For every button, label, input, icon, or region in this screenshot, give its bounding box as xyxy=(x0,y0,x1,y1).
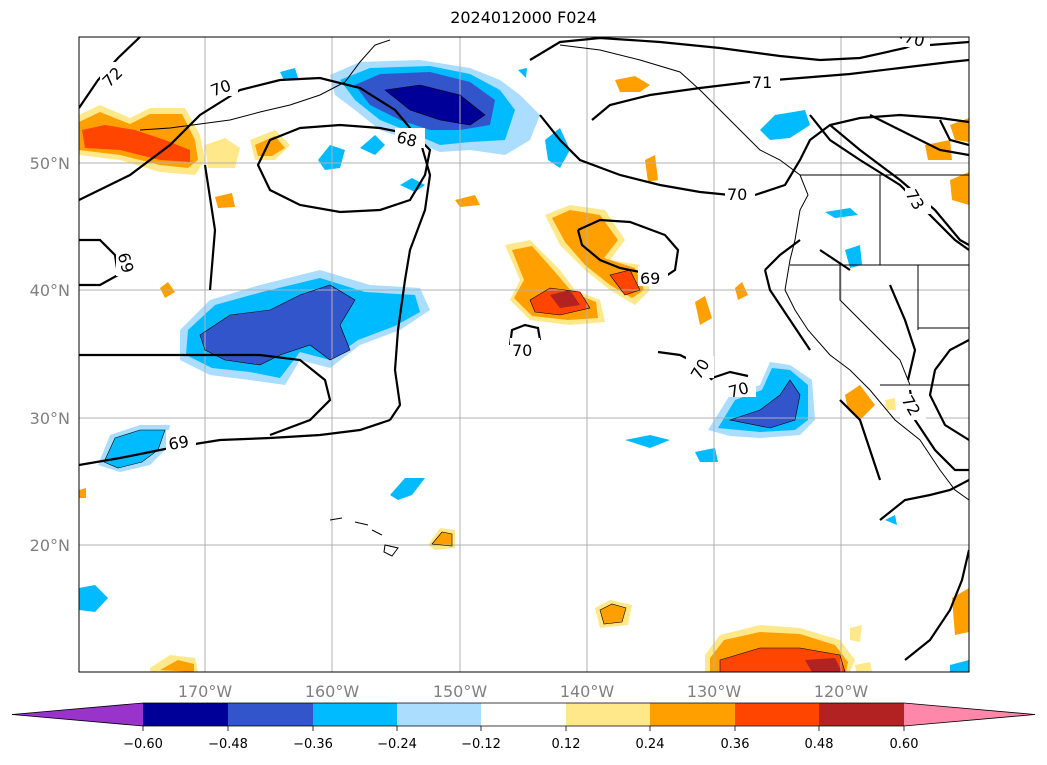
colorbar-tick: −0.36 xyxy=(293,737,333,752)
colorbar-tick: 0.12 xyxy=(552,737,581,752)
lon-label: 140°W xyxy=(560,682,615,701)
map-frame xyxy=(78,36,970,673)
colorbar-tick: 0.36 xyxy=(721,737,750,752)
colorbar-extend-high xyxy=(904,703,1035,726)
contour-label: 69 xyxy=(114,251,138,276)
colorbar-tick: −0.48 xyxy=(208,737,248,752)
latitude-labels: 50°N 40°N 30°N 20°N xyxy=(30,154,70,555)
colorbar-segment xyxy=(481,703,566,726)
colorbar-tick: 0.48 xyxy=(805,737,834,752)
colorbar-segment xyxy=(650,703,735,726)
colorbar-segment xyxy=(228,703,313,726)
contour-labels: 72 70 68 69 71 70 69 70 70 70 73 72 69 xyxy=(99,37,931,454)
lon-label: 160°W xyxy=(305,682,360,701)
colorbar-tick: −0.24 xyxy=(377,737,417,752)
lat-label: 30°N xyxy=(30,409,70,428)
shading-outlines xyxy=(103,84,846,672)
coastlines xyxy=(139,39,969,557)
map-title: 2024012000 F024 xyxy=(450,8,597,27)
colorbar-extend-low xyxy=(12,703,143,726)
colorbar-segment xyxy=(313,703,397,726)
contour-label: 70 xyxy=(727,185,747,204)
contour-label: 69 xyxy=(167,432,190,454)
lon-label: 170°W xyxy=(178,682,233,701)
colorbar-tick: −0.12 xyxy=(461,737,501,752)
colorbar-segment xyxy=(735,703,819,726)
contour-label: 70 xyxy=(512,341,532,360)
lon-label: 120°W xyxy=(814,682,869,701)
colorbar-tick: 0.24 xyxy=(636,737,665,752)
contour-label: 68 xyxy=(395,127,420,151)
positive-anomaly-areas xyxy=(79,76,969,672)
gridlines xyxy=(79,37,969,672)
colorbar-tick: 0.60 xyxy=(890,737,919,752)
contour-label: 70 xyxy=(726,378,751,402)
lon-label: 130°W xyxy=(687,682,742,701)
colorbar: −0.60 −0.48 −0.36 −0.24 −0.12 0.12 0.24 … xyxy=(11,702,1036,752)
lat-label: 40°N xyxy=(30,281,70,300)
contour-label: 69 xyxy=(640,269,660,288)
lat-label: 50°N xyxy=(30,154,70,173)
colorbar-segment xyxy=(397,703,481,726)
colorbar-segment xyxy=(566,703,650,726)
colorbar-segment xyxy=(819,703,904,726)
lon-label: 150°W xyxy=(433,682,488,701)
map-field: 72 70 68 69 71 70 69 70 70 70 73 72 69 xyxy=(79,37,969,672)
colorbar-tick: −0.60 xyxy=(123,737,163,752)
colorbar-segment xyxy=(143,703,228,726)
lat-label: 20°N xyxy=(30,536,70,555)
negative-anomaly-areas xyxy=(79,60,969,672)
contour-label: 71 xyxy=(752,73,772,92)
longitude-labels: 170°W 160°W 150°W 140°W 130°W 120°W xyxy=(178,682,869,701)
